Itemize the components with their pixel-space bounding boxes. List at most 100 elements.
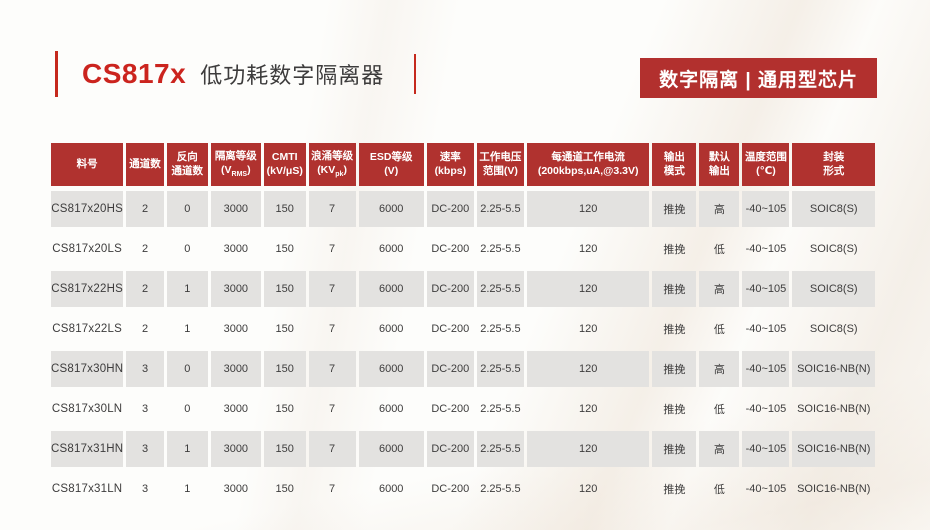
col-header-default-output: 默认 输出	[699, 143, 740, 189]
cell-current-per-channel: 120	[526, 189, 650, 229]
cell-channels: 3	[141, 403, 149, 415]
cell-surge-rating: 7	[329, 323, 336, 335]
cell-output-mode: 推挽	[652, 349, 697, 389]
cell-cmti: 150	[263, 429, 306, 469]
col-header-temp-range: 温度范围 (℃)	[742, 143, 790, 189]
cell-part-number: CS817x22HS	[51, 269, 124, 309]
col-header-data-rate: 速率 (kbps)	[426, 143, 474, 189]
cell-package: SOIC16-NB(N)	[792, 349, 875, 389]
cell-current-per-channel: 120	[526, 349, 650, 389]
cell-voltage-range: 2.25-5.5	[480, 243, 521, 255]
cell-default-output: 低	[713, 484, 725, 496]
title-accent-bar-right	[414, 54, 417, 94]
cell-reverse-channels: 0	[166, 189, 208, 229]
cell-current-per-channel: 120	[579, 323, 598, 335]
cell-data-rate: DC-200	[431, 483, 470, 495]
cell-surge-rating: 7	[308, 269, 356, 309]
cell-reverse-channels: 1	[184, 323, 191, 335]
cell-voltage-range: 2.25-5.5	[480, 403, 521, 415]
cell-isolation-rating: 3000	[223, 403, 249, 415]
cell-output-mode: 推挽	[663, 324, 686, 336]
cell-esd-rating: 6000	[358, 269, 424, 309]
cell-cmti: 150	[263, 189, 306, 229]
cell-voltage-range: 2.25-5.5	[480, 483, 521, 495]
table-row: CS817x30HN 3 0 3000 150 7 6000 DC-200 2.…	[51, 349, 875, 389]
cell-esd-rating: 6000	[378, 483, 404, 495]
cell-isolation-rating: 3000	[210, 429, 261, 469]
table-row: CS817x22LS 2 1 3000 150 7 6000 DC-200 2.…	[51, 309, 875, 349]
table-row: CS817x30LN 3 0 3000 150 7 6000 DC-200 2.…	[51, 389, 875, 429]
cell-default-output: 高	[699, 269, 740, 309]
cell-temp-range: -40~105	[742, 189, 790, 229]
cell-output-mode: 推挽	[663, 404, 686, 416]
cell-channels: 3	[126, 349, 164, 389]
cell-default-output: 低	[713, 324, 725, 336]
cell-data-rate: DC-200	[426, 429, 474, 469]
cell-temp-range: -40~105	[745, 403, 787, 415]
cell-reverse-channels: 1	[184, 483, 191, 495]
cell-part-number: CS817x20HS	[51, 189, 124, 229]
cell-data-rate: DC-200	[426, 189, 474, 229]
table-header-row: 料号 通道数 反向 通道数 隔离等级 (VRMS) CMTI (kV/μS)	[51, 143, 875, 189]
cell-default-output: 低	[713, 404, 725, 416]
cell-package: SOIC16-NB(N)	[797, 483, 871, 495]
cell-part-number: CS817x22LS	[52, 323, 122, 335]
cell-part-number: CS817x30HN	[51, 349, 124, 389]
col-header-output-mode: 输出 模式	[652, 143, 697, 189]
cell-output-mode: 推挽	[652, 189, 697, 229]
cell-cmti: 150	[275, 403, 294, 415]
table-row: CS817x31LN 3 1 3000 150 7 6000 DC-200 2.…	[51, 469, 875, 509]
cell-default-output: 低	[713, 244, 725, 256]
cell-cmti: 150	[263, 269, 306, 309]
col-header-surge-rating: 浪涌等级 (KVpk)	[308, 143, 356, 189]
cell-cmti: 150	[275, 323, 294, 335]
col-header-esd-rating: ESD等级 (V)	[358, 143, 424, 189]
product-description: 低功耗数字隔离器	[200, 63, 385, 88]
cell-part-number: CS817x20LS	[52, 243, 122, 255]
cell-temp-range: -40~105	[742, 349, 790, 389]
cell-temp-range: -40~105	[745, 323, 787, 335]
cell-channels: 2	[126, 189, 164, 229]
col-header-cmti: CMTI (kV/μS)	[263, 143, 306, 189]
cell-channels: 2	[141, 243, 149, 255]
cell-isolation-rating: 3000	[223, 243, 249, 255]
cell-channels: 2	[126, 269, 164, 309]
cell-reverse-channels: 1	[166, 429, 208, 469]
col-header-current-per-channel: 每通道工作电流 (200kbps,uA,@3.3V)	[526, 143, 650, 189]
cell-package: SOIC8(S)	[809, 243, 858, 255]
cell-current-per-channel: 120	[526, 429, 650, 469]
cell-current-per-channel: 120	[579, 483, 598, 495]
table-row: CS817x22HS 2 1 3000 150 7 6000 DC-200 2.…	[51, 269, 875, 309]
page-title: CS817x 低功耗数字隔离器	[55, 51, 417, 97]
cell-data-rate: DC-200	[426, 269, 474, 309]
cell-output-mode: 推挽	[652, 269, 697, 309]
cell-esd-rating: 6000	[378, 323, 404, 335]
cell-output-mode: 推挽	[652, 429, 697, 469]
col-header-package: 封装 形式	[792, 143, 875, 189]
cell-part-number: CS817x31LN	[51, 483, 123, 495]
cell-default-output: 高	[699, 429, 740, 469]
cell-temp-range: -40~105	[745, 483, 787, 495]
cell-voltage-range: 2.25-5.5	[476, 269, 524, 309]
col-header-isolation-rating: 隔离等级 (VRMS)	[210, 143, 261, 189]
cell-data-rate: DC-200	[431, 323, 470, 335]
cell-current-per-channel: 120	[579, 403, 598, 415]
cell-default-output: 高	[699, 189, 740, 229]
table-row: CS817x20HS 2 0 3000 150 7 6000 DC-200 2.…	[51, 189, 875, 229]
cell-package: SOIC8(S)	[792, 269, 875, 309]
cell-esd-rating: 6000	[358, 429, 424, 469]
category-badge: 数字隔离 | 通用型芯片	[640, 58, 877, 98]
cell-surge-rating: 7	[308, 189, 356, 229]
cell-cmti: 150	[275, 483, 294, 495]
table-row: CS817x31HN 3 1 3000 150 7 6000 DC-200 2.…	[51, 429, 875, 469]
cell-package: SOIC8(S)	[809, 323, 858, 335]
cell-voltage-range: 2.25-5.5	[476, 429, 524, 469]
cell-voltage-range: 2.25-5.5	[476, 189, 524, 229]
table-row: CS817x20LS 2 0 3000 150 7 6000 DC-200 2.…	[51, 229, 875, 269]
cell-voltage-range: 2.25-5.5	[480, 323, 521, 335]
cell-reverse-channels: 0	[184, 243, 191, 255]
cell-isolation-rating: 3000	[210, 269, 261, 309]
cell-isolation-rating: 3000	[223, 323, 249, 335]
cell-reverse-channels: 0	[166, 349, 208, 389]
